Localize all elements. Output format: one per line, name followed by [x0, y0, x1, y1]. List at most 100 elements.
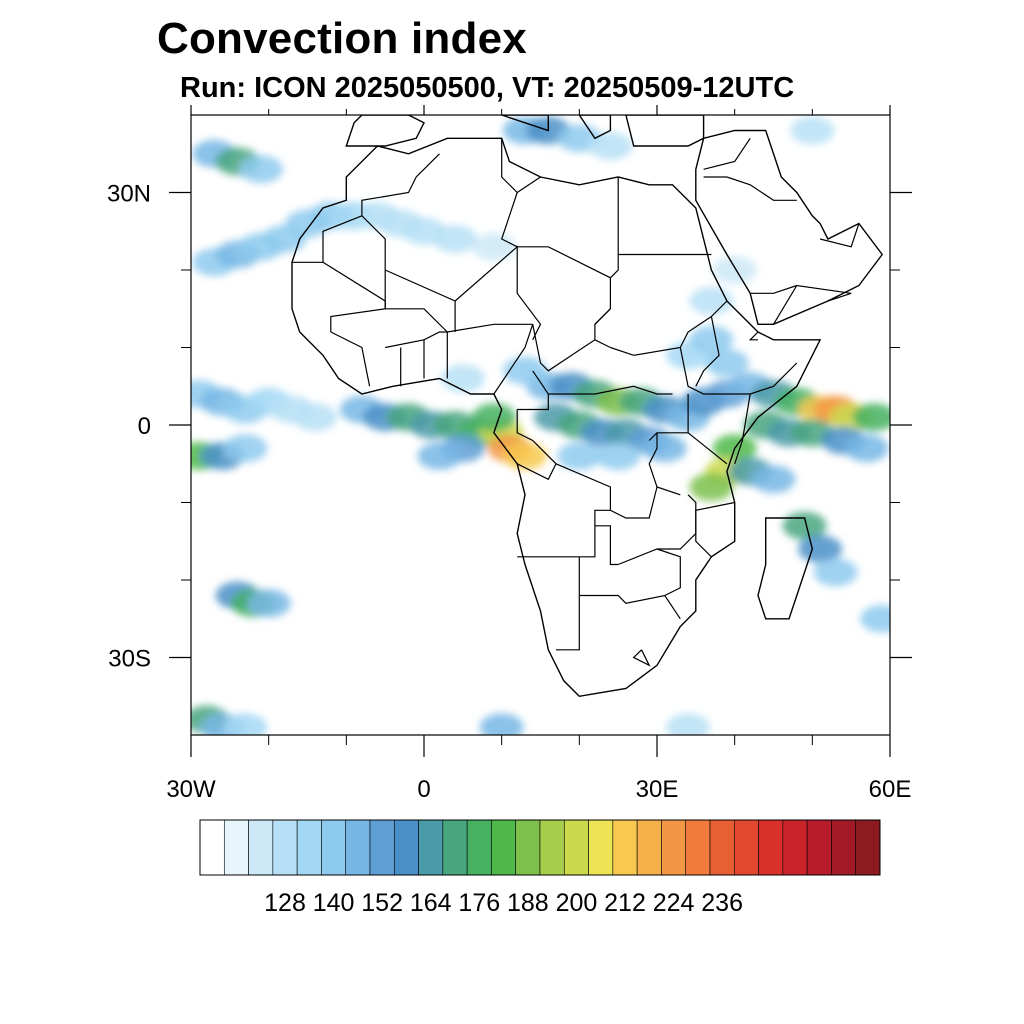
- coastline: [345, 115, 425, 147]
- country-border: [532, 324, 611, 372]
- country-border: [594, 308, 611, 340]
- colorbar-box: [636, 819, 662, 876]
- country-border: [648, 432, 681, 496]
- field-cell: [689, 287, 734, 315]
- country-border: [322, 261, 386, 332]
- country-border: [594, 525, 619, 566]
- field-cell: [751, 465, 796, 494]
- country-border: [517, 370, 549, 411]
- colorbar-label: 236: [701, 889, 743, 917]
- convection-field: [191, 116, 890, 735]
- colorbar-box: [491, 819, 517, 876]
- lat-tick-label: 0: [138, 413, 151, 440]
- axis-ticks: 30W 0 30E 60E 30N 0 30S: [107, 105, 912, 803]
- field-cell: [557, 442, 602, 470]
- country-border: [679, 347, 798, 395]
- country-border: [454, 245, 542, 341]
- colorbar-box: [563, 819, 589, 876]
- coastline: [501, 115, 549, 132]
- lat-tick-label: 30N: [107, 181, 151, 208]
- colorbar-box: [758, 819, 784, 876]
- field-cell: [712, 256, 757, 284]
- country-border: [734, 393, 751, 464]
- coastline: [625, 115, 705, 147]
- colorbar-box: [199, 819, 225, 876]
- colorbar-label: 224: [653, 889, 695, 917]
- lon-tick-label: 30E: [636, 776, 679, 803]
- field-cell: [852, 403, 890, 432]
- coastline: [291, 137, 822, 698]
- colorbar-label: 128: [264, 889, 306, 917]
- field-cell: [860, 604, 890, 633]
- colorbar-box: [831, 819, 857, 876]
- field-cell: [782, 511, 827, 540]
- colorbar: 128 140 152 164 176 188 200 212 224 236: [199, 819, 881, 917]
- coastline: [695, 129, 884, 325]
- country-border: [819, 223, 860, 248]
- colorbar-box: [855, 819, 881, 876]
- colorbar-box: [345, 819, 371, 876]
- colorbar-box: [782, 819, 808, 876]
- country-border: [610, 300, 728, 356]
- field-cell: [440, 364, 485, 393]
- colorbar-label: 176: [458, 889, 500, 917]
- field-cell: [642, 434, 687, 463]
- country-border: [493, 324, 534, 395]
- lon-tick-label: 30W: [166, 776, 216, 803]
- field-cell: [790, 116, 835, 145]
- field-cell: [689, 473, 734, 501]
- chart-title: Convection index: [157, 14, 527, 63]
- colorbar-box: [733, 819, 759, 876]
- colorbar-box: [442, 819, 468, 876]
- field-cell: [666, 713, 711, 735]
- country-border: [579, 594, 681, 620]
- field-cell: [502, 442, 547, 470]
- field-cell: [417, 442, 462, 470]
- colorbar-box: [806, 819, 832, 876]
- lon-tick-label: 0: [417, 776, 430, 803]
- field-cell: [471, 403, 516, 432]
- colorbar-outline: [199, 819, 881, 876]
- field-cell: [246, 589, 291, 618]
- colorbar-box: [661, 819, 687, 876]
- field-cell: [238, 155, 283, 184]
- field-cell: [844, 434, 889, 463]
- coastline: [578, 115, 612, 140]
- lat-tick-label: 30S: [108, 646, 151, 673]
- colorbar-label: 212: [604, 889, 646, 917]
- colorbar-label: 164: [410, 889, 452, 917]
- country-border: [330, 331, 371, 387]
- country-border: [772, 284, 852, 325]
- country-border: [516, 409, 557, 481]
- country-border: [695, 316, 720, 387]
- coastlines: [291, 115, 884, 698]
- colorbar-label: 200: [556, 889, 598, 917]
- colorbar-box: [588, 819, 614, 876]
- field-cell: [704, 349, 749, 377]
- colorbar-box: [418, 819, 444, 876]
- country-border: [750, 284, 797, 294]
- colorbar-label: 188: [507, 889, 549, 917]
- colorbar-box: [709, 819, 735, 876]
- field-cell: [813, 558, 858, 587]
- country-border: [687, 432, 728, 465]
- colorbar-box: [223, 819, 249, 876]
- country-borders: [292, 137, 860, 667]
- colorbar-box: [466, 819, 492, 876]
- country-border: [703, 137, 751, 170]
- country-border: [385, 331, 448, 349]
- field-cell: [293, 403, 338, 432]
- field-cell: [223, 713, 268, 735]
- country-border: [500, 138, 518, 248]
- country-border: [516, 176, 541, 193]
- country-border: [703, 176, 797, 201]
- colorbar-box: [515, 819, 541, 876]
- country-border: [384, 270, 448, 333]
- country-border: [548, 385, 673, 395]
- country-border: [447, 323, 533, 333]
- colorbar-label: 152: [361, 889, 403, 917]
- colorbar-box: [539, 819, 565, 876]
- country-border: [292, 153, 440, 263]
- country-border: [695, 501, 735, 558]
